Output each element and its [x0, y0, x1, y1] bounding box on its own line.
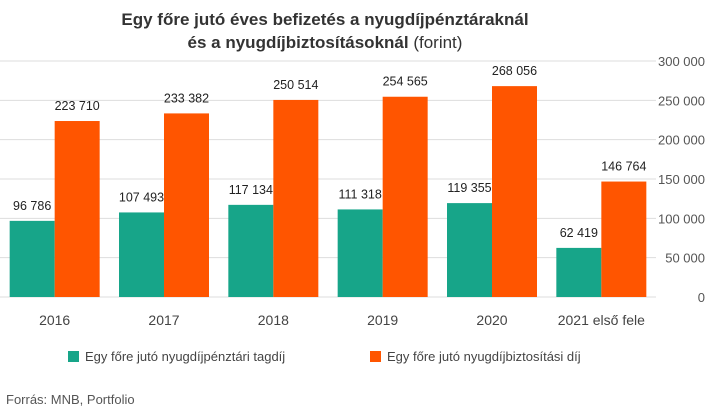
legend-swatch-series-2 — [370, 351, 381, 362]
legend-label-series-2: Egy főre jutó nyugdíjbiztosítási díj — [387, 349, 581, 364]
x-tick-label: 2020 — [476, 312, 507, 328]
title-unit: (forint) — [413, 33, 463, 52]
title-line-1: Egy főre jutó éves befizetés a nyugdíjpé… — [121, 10, 529, 29]
bar-series-1 — [228, 204, 274, 297]
bar-series-2 — [273, 99, 319, 297]
bar-series-2 — [54, 121, 100, 297]
y-tick-label: 100 000 — [658, 211, 705, 226]
y-tick-label: 0 — [698, 290, 705, 305]
x-tick-label: 2021 első fele — [558, 312, 645, 328]
data-label: 119 355 — [447, 181, 491, 195]
legend-item-series-2: Egy főre jutó nyugdíjbiztosítási díj — [370, 349, 581, 364]
title-line-2-bold: és a nyugdíjbiztosításoknál — [187, 33, 409, 52]
y-tick-label: 250 000 — [658, 93, 705, 108]
bar-series-1 — [119, 212, 164, 297]
bar-series-2 — [382, 96, 428, 297]
bar-series-1 — [447, 203, 492, 297]
y-tick-label: 150 000 — [658, 172, 705, 187]
chart-legend: Egy főre jutó nyugdíjpénztári tagdíj Egy… — [0, 349, 718, 369]
data-label: 268 056 — [492, 64, 537, 78]
bar-chart: 0 50 000 100 000 150 000 200 000 250 000 300 0… — [0, 54, 705, 328]
bar-series-2 — [601, 181, 647, 297]
legend-swatch-series-1 — [68, 351, 79, 362]
source-note: Forrás: MNB, Portfolio — [6, 392, 135, 407]
x-tick-label: 2018 — [258, 312, 289, 328]
y-tick-label: 300 000 — [658, 54, 705, 69]
data-label: 107 493 — [119, 190, 164, 204]
data-label: 223 710 — [55, 99, 100, 113]
bar-series-1 — [556, 247, 602, 297]
x-tick-label: 2019 — [367, 312, 398, 328]
bar-series-2 — [492, 86, 537, 298]
y-tick-label: 200 000 — [658, 133, 705, 148]
x-tick-label: 2016 — [39, 312, 70, 328]
data-label: 62 419 — [560, 226, 598, 240]
x-tick-label: 2017 — [148, 312, 179, 328]
data-label: 233 382 — [164, 91, 209, 105]
bar-series-1 — [337, 209, 383, 297]
legend-item-series-1: Egy főre jutó nyugdíjpénztári tagdíj — [68, 349, 285, 364]
data-label: 111 318 — [338, 187, 381, 201]
bar-series-1 — [9, 220, 55, 297]
legend-label-series-1: Egy főre jutó nyugdíjpénztári tagdíj — [85, 349, 286, 364]
chart-title: Egy főre jutó éves befizetés a nyugdíjpé… — [0, 8, 650, 54]
data-label: 146 764 — [601, 160, 646, 174]
data-label: 250 514 — [273, 78, 318, 92]
data-label: 96 786 — [13, 199, 51, 213]
y-tick-label: 50 000 — [665, 251, 705, 266]
bar-series-2 — [164, 113, 209, 297]
data-label: 254 565 — [383, 75, 428, 89]
data-label: 117 134 — [229, 183, 273, 197]
